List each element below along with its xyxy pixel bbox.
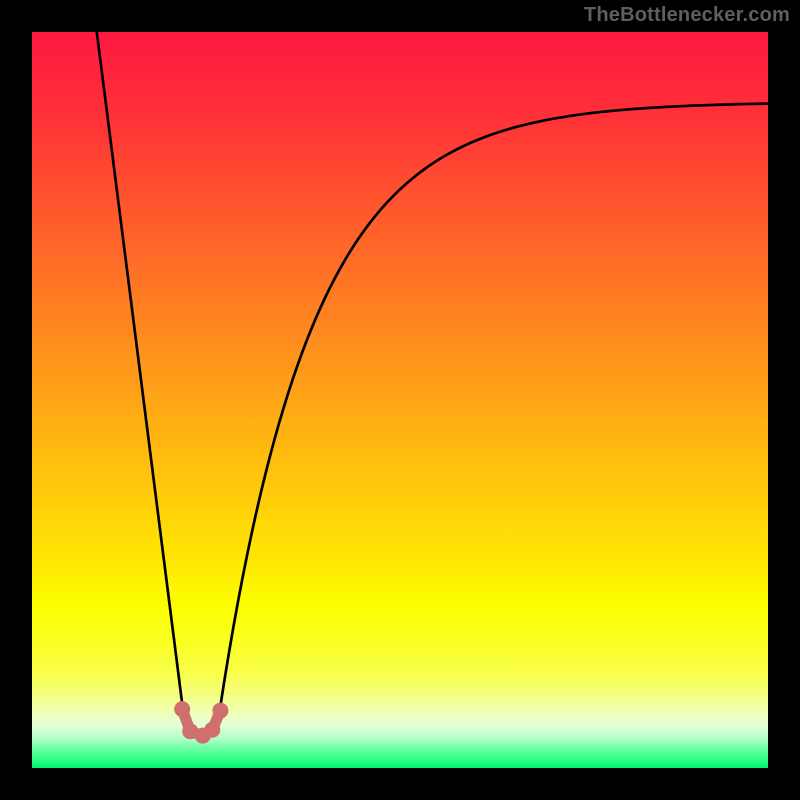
chart-stage: TheBottlenecker.com [0, 0, 800, 800]
valley-marker-0 [174, 701, 190, 717]
valley-marker-4 [212, 703, 228, 719]
watermark-text: TheBottlenecker.com [584, 4, 790, 27]
valley-marker-3 [204, 722, 220, 738]
bottleneck-chart [0, 0, 800, 800]
